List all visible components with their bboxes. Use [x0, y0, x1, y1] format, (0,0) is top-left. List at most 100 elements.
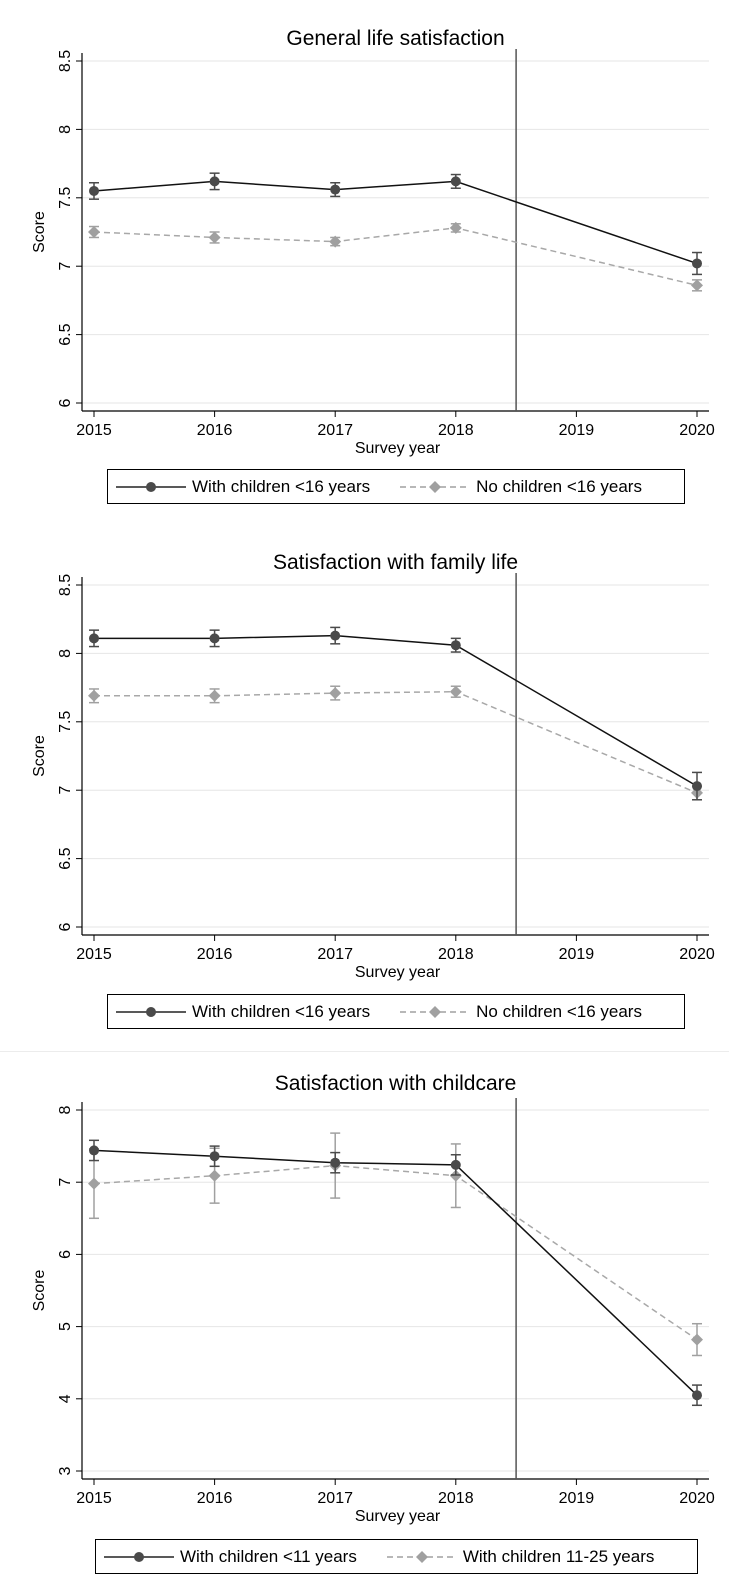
legend-swatch-diamond [400, 480, 471, 493]
y-tick-label: 7 [57, 262, 74, 271]
data-point [209, 176, 220, 187]
x-tick-label: 2019 [559, 946, 595, 963]
x-tick-label: 2019 [559, 422, 595, 439]
legend-swatch-diamond [400, 1005, 471, 1018]
legend-label: With children <16 years [192, 476, 371, 496]
y-tick-label: 8.5 [57, 50, 74, 72]
data-point [330, 184, 341, 195]
legend-swatch-circle [104, 1551, 174, 1562]
data-point [692, 1390, 702, 1401]
legend: With children <16 years No children <16 … [107, 994, 685, 1029]
legend-label: No children <16 years [476, 1001, 642, 1021]
y-tick-label: 7.5 [57, 711, 74, 733]
data-point [691, 279, 703, 292]
y-tick-label: 5 [57, 1322, 74, 1331]
legend-swatch-diamond [386, 1550, 457, 1563]
x-tick-label: 2017 [317, 422, 353, 439]
y-tick-label: 6.5 [57, 323, 74, 345]
chart-title: Satisfaction with childcare [275, 1072, 517, 1095]
data-point [208, 689, 221, 702]
legend-item-series-1: With children <16 years [116, 477, 370, 497]
legend-item-series-2: No children <16 years [400, 1002, 642, 1022]
data-point [88, 226, 100, 238]
plot-area: Satisfaction with family life 6 6.5 7 7.5 8 8.… [31, 551, 715, 981]
y-tick-label: 7 [57, 1178, 74, 1187]
legend-label: With children <16 years [192, 1001, 371, 1021]
x-tick-label: 2015 [76, 1490, 112, 1507]
chart-general-life-satisfaction: General life satisfaction 6 6.5 7 7.5 8 8.5 201… [0, 0, 729, 525]
data-point [88, 689, 100, 702]
data-point [89, 1145, 99, 1156]
legend-label: With children 11-25 years [462, 1546, 655, 1566]
legend-item-series-2: No children <16 years [400, 477, 642, 497]
data-point [89, 633, 99, 644]
chart-title: General life satisfaction [286, 27, 504, 50]
x-tick-label: 2015 [76, 946, 112, 963]
x-tick-label: 2016 [197, 946, 233, 963]
y-tick-label: 8.5 [57, 574, 74, 596]
y-tick-label: 3 [57, 1466, 74, 1475]
data-point [208, 231, 221, 244]
series-line [93, 227, 698, 287]
chart-family-life-satisfaction: Satisfaction with family life 6 6.5 7 7.5 8 8.… [0, 525, 729, 1050]
x-tick-label: 2020 [679, 946, 715, 963]
legend-label: No children <16 years [476, 476, 642, 496]
chart-title: Satisfaction with family life [273, 551, 518, 574]
chart-childcare-satisfaction: Satisfaction with childcare 3 4 5 6 7 8 2015 201… [0, 1052, 729, 1590]
data-point [88, 1177, 100, 1190]
x-tick-label: 2019 [559, 1490, 595, 1507]
y-axis-label: Score [31, 1270, 48, 1312]
series-line [94, 634, 698, 787]
x-tick-label: 2020 [679, 1490, 715, 1507]
data-point [209, 633, 220, 644]
data-point [691, 1333, 703, 1346]
y-tick-label: 6 [57, 922, 74, 931]
data-point [330, 630, 341, 641]
data-point [692, 258, 702, 269]
x-tick-label: 2018 [438, 1490, 474, 1507]
data-point [329, 687, 342, 700]
plot-area: General life satisfaction 6 6.5 7 7.5 8 8.5 201… [31, 27, 715, 457]
x-tick-label: 2016 [197, 1490, 233, 1507]
data-point [692, 781, 702, 792]
series-line [94, 690, 698, 794]
legend-item-series-1: With children <16 years [116, 1002, 370, 1022]
legend-label: With children <11 years [180, 1546, 357, 1566]
y-tick-label: 7 [57, 786, 74, 795]
y-tick-label: 4 [57, 1394, 74, 1403]
data-point [330, 1157, 341, 1168]
y-tick-label: 8 [57, 1105, 74, 1114]
data-point [208, 1169, 221, 1182]
data-point [209, 1151, 220, 1162]
x-tick-label: 2017 [317, 1490, 353, 1507]
y-tick-label: 6 [57, 1250, 74, 1259]
plot-area: Satisfaction with childcare 3 4 5 6 7 8 2015 201… [31, 1072, 715, 1525]
legend: With children <11 years With children 11… [95, 1539, 698, 1574]
x-tick-label: 2016 [197, 422, 233, 439]
legend-swatch-circle [116, 1006, 186, 1017]
y-tick-label: 6.5 [57, 847, 74, 869]
data-point [449, 221, 462, 234]
x-tick-label: 2018 [438, 946, 474, 963]
series-line [93, 1164, 698, 1341]
x-axis-label: Survey year [355, 1508, 441, 1525]
x-tick-label: 2018 [438, 422, 474, 439]
data-point [450, 176, 461, 187]
series-line [93, 180, 698, 265]
y-tick-label: 8 [57, 125, 74, 134]
x-axis-label: Survey year [355, 440, 441, 457]
legend-swatch-circle [116, 481, 186, 492]
data-point [450, 1159, 461, 1170]
legend-item-series-2: With children 11-25 years [386, 1546, 655, 1567]
data-point [89, 185, 99, 196]
legend-item-series-1: With children <11 years [104, 1547, 357, 1567]
x-tick-label: 2020 [679, 422, 715, 439]
x-tick-label: 2015 [76, 422, 112, 439]
y-tick-label: 8 [57, 649, 74, 658]
y-tick-label: 6 [57, 398, 74, 407]
data-point [329, 235, 342, 248]
y-tick-label: 7.5 [57, 187, 74, 209]
panel-divider [0, 1051, 729, 1052]
data-point [450, 640, 461, 651]
legend: With children <16 years No children <16 … [107, 469, 685, 504]
